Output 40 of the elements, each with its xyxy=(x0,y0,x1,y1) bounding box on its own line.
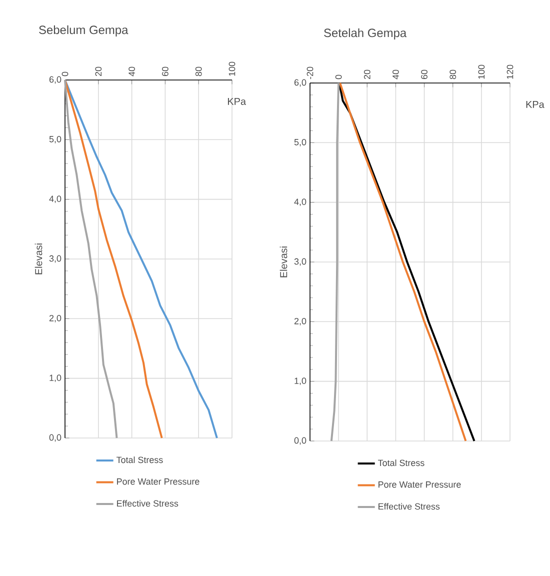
annotation: KPa xyxy=(228,98,246,105)
y-tick-label: 2,0 xyxy=(294,318,306,326)
y-tick-label: 1,0 xyxy=(294,378,306,386)
y-tick-label: 5,0 xyxy=(49,136,62,144)
y-tick-label: 2,0 xyxy=(49,314,62,322)
legend-label: Total Stress xyxy=(378,459,424,466)
y-tick-label: 5,0 xyxy=(294,138,306,146)
x-tick-label: 80 xyxy=(450,70,456,80)
x-tick-label: 120 xyxy=(506,64,514,79)
y-axis-title: Elevasi xyxy=(280,246,288,278)
x-tick-label: 40 xyxy=(128,66,135,76)
y-tick-label: 3,0 xyxy=(49,255,62,263)
x-tick-label: 60 xyxy=(421,70,428,80)
x-tick-label: 20 xyxy=(364,70,370,80)
x-tick-label: 0 xyxy=(335,74,342,80)
x-tick-label: 80 xyxy=(195,66,202,76)
legend-label: Pore Water Pressure xyxy=(378,481,461,488)
y-tick-label: 1,0 xyxy=(50,374,62,382)
x-tick-label: -20 xyxy=(306,66,314,80)
y-tick-label: 6,0 xyxy=(294,79,306,87)
y-axis-title: Elevasi xyxy=(34,244,42,274)
x-tick-label: 100 xyxy=(228,62,236,76)
y-tick-label: 6,0 xyxy=(49,76,62,84)
x-tick-label: 40 xyxy=(392,70,399,80)
y-tick-label: 0,0 xyxy=(294,437,306,445)
text: KPa xyxy=(526,100,544,108)
legend-label: Total Stress xyxy=(116,456,163,464)
x-tick-label: 20 xyxy=(95,66,102,76)
y-tick-label: 3,0 xyxy=(294,258,306,266)
x-tick-label: 100 xyxy=(478,64,485,79)
y-tick-label: 4,0 xyxy=(294,198,306,206)
x-tick-label: 60 xyxy=(162,66,168,76)
chart-title: Sebelum Gempa xyxy=(39,25,128,37)
y-tick-label: 0,0 xyxy=(49,434,62,442)
y-tick-label: 4,0 xyxy=(49,196,62,204)
x-tick-label: 0 xyxy=(62,72,68,76)
legend-label: Effective Stress xyxy=(378,503,440,510)
chart-title: Setelah Gempa xyxy=(324,28,407,40)
legend-label: Effective Stress xyxy=(117,500,178,507)
legend-label: Pore Water Pressure xyxy=(117,478,200,485)
